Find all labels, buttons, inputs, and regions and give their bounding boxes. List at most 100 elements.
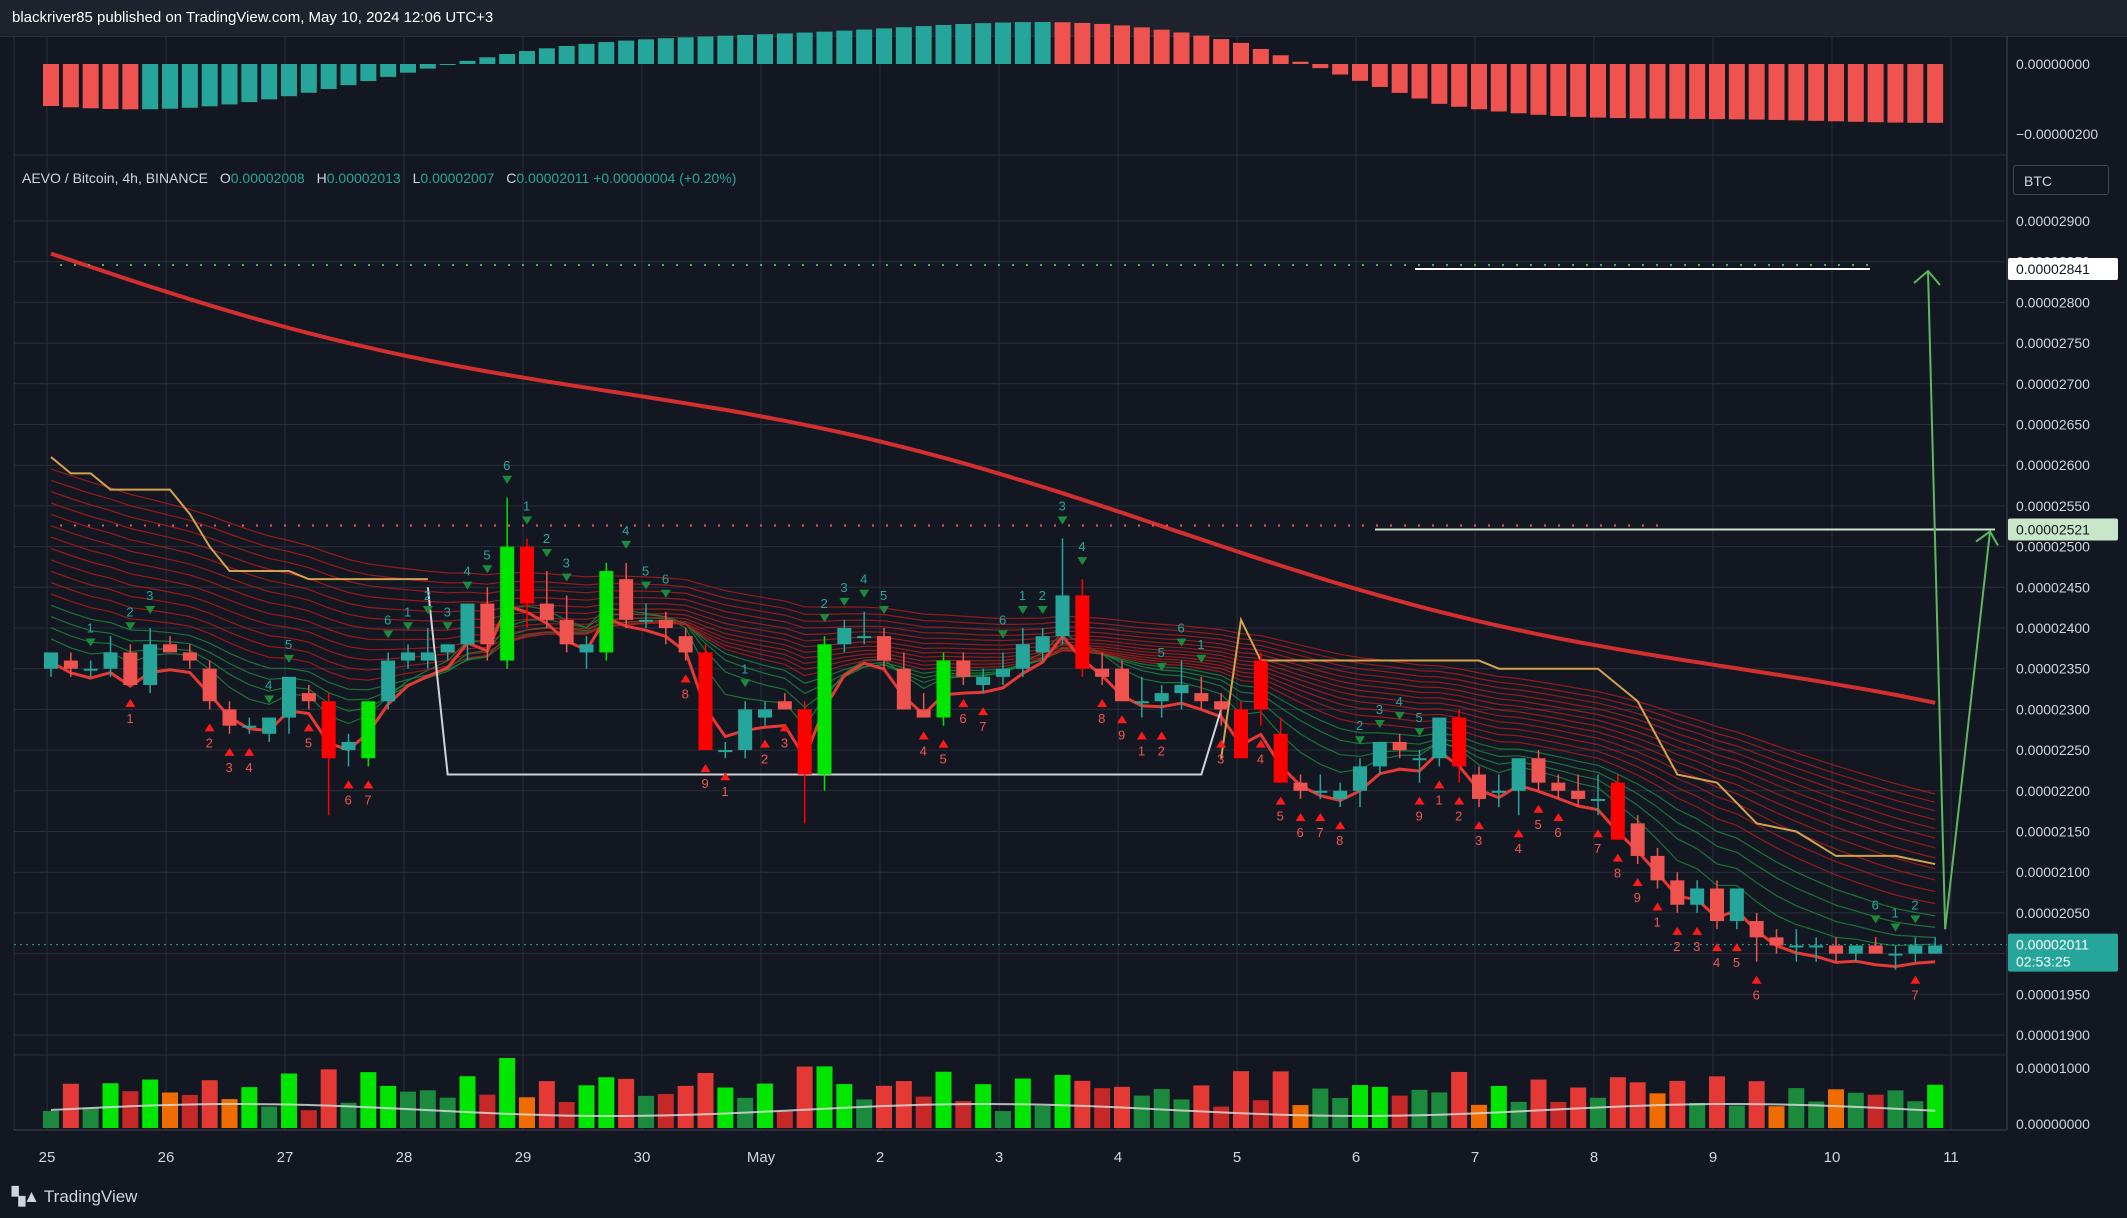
setup-count: 6	[999, 612, 1006, 627]
oscillator-bar	[955, 23, 972, 64]
setup-count: 4	[464, 564, 471, 579]
candle-body	[1095, 668, 1110, 677]
oscillator-bar	[776, 33, 793, 64]
setup-count: 1	[741, 661, 748, 676]
oscillator-bar	[1490, 64, 1507, 112]
oscillator-bar	[1887, 64, 1904, 123]
volume-bar	[1094, 1088, 1111, 1128]
currency-button[interactable]: BTC	[2013, 165, 2109, 195]
sell-setup-triangle	[660, 589, 671, 598]
candle-body	[1829, 945, 1843, 954]
candle-body	[1174, 684, 1189, 694]
setup-count: 2	[1039, 588, 1046, 603]
buy-setup-triangle	[720, 772, 731, 781]
candle-body	[420, 652, 435, 661]
setup-count: 6	[345, 792, 352, 807]
candle-body	[341, 741, 356, 751]
buy-setup-triangle	[1672, 926, 1683, 935]
candle-body	[1571, 790, 1586, 799]
setup-count: 6	[1872, 897, 1879, 912]
oscillator-bar	[1272, 55, 1289, 64]
oscillator-bar	[598, 42, 615, 64]
candle-body	[44, 652, 58, 669]
sell-setup-triangle	[561, 573, 572, 582]
ema-line	[50, 604, 1936, 917]
candle-body	[103, 652, 118, 669]
setup-count: 6	[1554, 825, 1561, 840]
candle-body	[1412, 758, 1427, 761]
trail-line-right	[1220, 616, 1936, 866]
volume-bar	[1371, 1086, 1388, 1128]
volume-bar	[1609, 1077, 1626, 1128]
sell-setup-triangle	[621, 540, 632, 549]
setup-count: 4	[1078, 539, 1085, 554]
sell-setup-triangle	[1017, 606, 1028, 614]
oscillator-bar	[201, 64, 218, 107]
volume-bar	[261, 1106, 278, 1128]
setup-count: 4	[1396, 694, 1403, 709]
buy-setup-triangle	[1097, 698, 1108, 707]
publisher-info: blackriver85 published on TradingView.co…	[12, 9, 494, 26]
setup-count: 7	[1316, 825, 1323, 840]
candle-body	[182, 652, 197, 661]
buy-setup-triangle	[1117, 715, 1127, 724]
setup-count: 9	[1416, 809, 1423, 824]
high-value: 0.00002013	[326, 170, 401, 186]
candle-body	[599, 571, 614, 653]
setup-count: 2	[1673, 939, 1680, 954]
volume-bar	[1332, 1097, 1349, 1128]
volume-bar	[757, 1083, 773, 1128]
high-label: H	[316, 170, 327, 186]
candle-body	[163, 644, 177, 653]
candle-body	[976, 676, 991, 685]
price-tick-label: 0.00002300	[2016, 701, 2090, 717]
oscillator-bar	[1709, 64, 1725, 120]
axes: 0.000029000.000028500.000028000.00002750…	[39, 56, 2118, 1166]
buy-setup-triangle	[1275, 796, 1286, 805]
oscillator-bar	[479, 57, 496, 64]
volume-bar	[1431, 1092, 1448, 1128]
candle-body	[1491, 790, 1506, 793]
volume-bar	[1907, 1101, 1924, 1128]
tradingview-logo[interactable]: ▚▲ TradingView	[12, 1187, 137, 1207]
oscillator-bar	[1471, 64, 1487, 110]
setup-count: 5	[642, 564, 649, 579]
setup-count: 1	[126, 711, 133, 726]
candle-body	[1115, 668, 1129, 702]
oscillator-bar	[499, 54, 516, 64]
price-tick-label: 0.00002200	[2016, 783, 2090, 799]
oscillator-bar	[1213, 39, 1230, 64]
buy-setup-triangle	[1692, 926, 1703, 935]
time-tick-label: 29	[515, 1149, 532, 1166]
candle-body	[916, 709, 931, 718]
oscillator-bar	[82, 64, 99, 109]
oscillator-bar	[221, 64, 238, 105]
candle-body	[1392, 741, 1407, 751]
candle-body	[1511, 758, 1526, 791]
setup-count: 4	[265, 678, 272, 693]
candle-body	[559, 619, 574, 645]
candle-body	[440, 644, 455, 653]
sell-setup-triangle	[879, 606, 889, 614]
time-tick-label: 27	[277, 1149, 294, 1166]
oscillator-bar	[459, 60, 476, 64]
volume-bar	[43, 1111, 59, 1128]
buy-setup-triangle	[1751, 975, 1762, 984]
candle-body	[1868, 945, 1883, 954]
candle-body	[1848, 945, 1863, 954]
setup-count: 2	[206, 735, 213, 750]
price-tick-label: 0.00002400	[2016, 620, 2090, 636]
candle-body	[1690, 888, 1705, 905]
volume-bar	[1649, 1093, 1666, 1128]
candle-body	[1273, 733, 1288, 783]
buy-setup-triangle	[224, 747, 235, 756]
oscillator-bar	[538, 48, 555, 64]
price-tick-label: 0.00002900	[2016, 213, 2090, 229]
oscillator-bar	[162, 64, 178, 109]
time-tick-label: 26	[158, 1149, 175, 1166]
oscillator-bar	[419, 64, 436, 69]
volume-bar	[1074, 1080, 1091, 1128]
oscillator-bar	[1352, 64, 1368, 81]
setup-count: 9	[702, 776, 709, 791]
